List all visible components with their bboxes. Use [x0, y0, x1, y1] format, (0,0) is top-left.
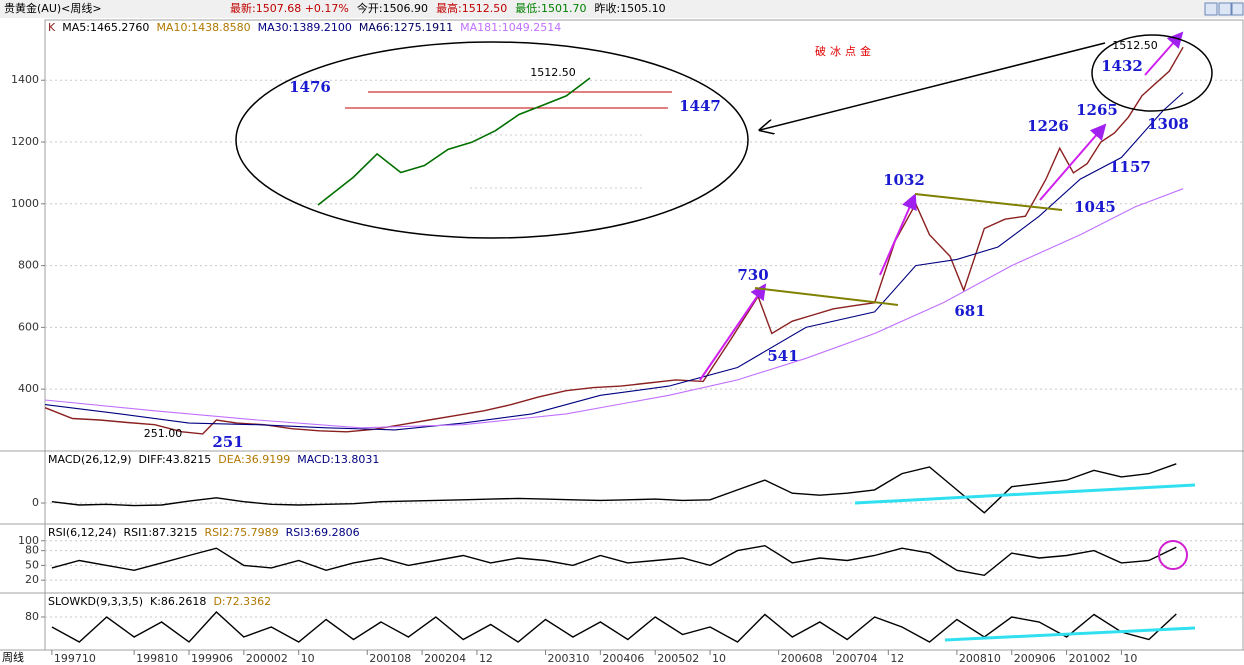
x-tick-label: 199906: [191, 652, 233, 665]
x-tick-label: 10: [1123, 652, 1137, 665]
legend-entry: MA10:1438.8580: [156, 21, 250, 34]
divergence-line: [854, 483, 1196, 505]
chart-title: 破冰点金: [815, 44, 875, 58]
x-tick-label: 200108: [369, 652, 411, 665]
series-line: [44, 188, 1184, 429]
x-tick-label: 201002: [1069, 652, 1111, 665]
y-tick-label: 1400: [11, 73, 39, 86]
series-line: [51, 611, 1177, 643]
x-tick-label: 200310: [548, 652, 590, 665]
annotation: 251: [212, 433, 243, 451]
header-item: 最低:1501.70: [515, 2, 586, 15]
legend-entry: DIFF:43.8215: [139, 453, 212, 466]
annotation: 1265: [1076, 101, 1118, 119]
annotation: 1432: [1101, 57, 1143, 75]
series-line: [51, 544, 1177, 577]
x-tick-label: 12: [890, 652, 904, 665]
legend-entry: SLOWKD(9,3,3,5): [48, 595, 143, 608]
annotation: 541: [767, 347, 798, 365]
y-tick-label: 1200: [11, 135, 39, 148]
annotation: 1045: [1074, 198, 1116, 216]
x-tick-label: 200204: [424, 652, 466, 665]
header-title: 贵黄金(AU)<周线>: [4, 1, 102, 15]
y-tick-label: 50: [25, 558, 39, 571]
x-tick-label: 199810: [136, 652, 178, 665]
y-tick-label: 0: [32, 496, 39, 509]
legend-entry: K:86.2618: [150, 595, 206, 608]
trend-arrow: [699, 283, 767, 381]
y-tick-label: 100: [18, 534, 39, 547]
divergence-line: [944, 626, 1196, 642]
annotation: 1512.50: [1112, 39, 1158, 52]
legend-entry: RSI1:87.3215: [123, 526, 197, 539]
annotation: 730: [737, 266, 768, 284]
resistance-line: [914, 193, 1063, 211]
legend-entry: DEA:36.9199: [218, 453, 290, 466]
y-tick-label: 80: [25, 544, 39, 557]
button-prev[interactable]: [1204, 2, 1218, 16]
series-line: [51, 463, 1177, 514]
x-tick-label: 10: [712, 652, 726, 665]
pointer-arrow: [760, 42, 1106, 130]
top-bar: [0, 0, 1244, 18]
x-tick-label: 200810: [959, 652, 1001, 665]
header-item: 最高:1512.50: [436, 1, 507, 15]
y-tick-label: 600: [18, 320, 39, 333]
annotation: 1476: [289, 78, 331, 96]
legend-entry: RSI3:69.2806: [286, 526, 360, 539]
annotation: 1512.50: [530, 66, 576, 79]
legend-entry: RSI2:75.7989: [205, 526, 279, 539]
annotation: 251.00: [144, 427, 183, 440]
header-item: 今开:1506.90: [357, 1, 428, 15]
legend-entry: RSI(6,12,24): [48, 526, 116, 539]
header-item: 昨收:1505.10: [594, 1, 665, 15]
legend-entry: MA30:1389.2100: [258, 21, 352, 34]
inset-ellipse: [235, 41, 749, 239]
trend-arrow: [879, 193, 917, 276]
legend-entry: MA5:1465.2760: [62, 21, 149, 34]
series-line: [44, 92, 1184, 431]
x-axis-label: 周线: [2, 650, 24, 664]
legend-entry: K: [48, 21, 56, 34]
annotation: 1157: [1109, 158, 1151, 176]
window-buttons[interactable]: [1204, 2, 1244, 16]
legend-entry: MA181:1049.2514: [460, 21, 561, 34]
y-tick-label: 1000: [11, 197, 39, 210]
x-tick-label: 200002: [246, 652, 288, 665]
x-tick-label: 200406: [602, 652, 644, 665]
button-close[interactable]: [1231, 2, 1244, 16]
legend-entry: MACD:13.8031: [297, 453, 379, 466]
annotation: 1226: [1027, 117, 1069, 135]
y-tick-label: 400: [18, 382, 39, 395]
legend-entry: MACD(26,12,9): [48, 453, 132, 466]
focus-ellipse: [1091, 34, 1213, 112]
x-tick-label: 12: [479, 652, 493, 665]
annotation: 1308: [1147, 115, 1189, 133]
trend-arrow: [1144, 31, 1184, 76]
resistance-line: [754, 287, 899, 306]
annotation: 1447: [679, 97, 721, 115]
x-tick-label: 200502: [657, 652, 699, 665]
annotation: 1032: [883, 171, 925, 189]
x-tick-label: 200906: [1014, 652, 1056, 665]
inset-line: [317, 77, 591, 206]
x-tick-label: 200704: [835, 652, 877, 665]
annotation: 681: [954, 302, 985, 320]
header-item: 最新:1507.68 +0.17%: [230, 1, 349, 15]
legend-entry: D:72.3362: [213, 595, 271, 608]
x-tick-label: 200608: [781, 652, 823, 665]
y-tick-label: 800: [18, 259, 39, 272]
y-tick-label: 80: [25, 610, 39, 623]
x-tick-label: 10: [301, 652, 315, 665]
trend-arrow: [1039, 123, 1107, 201]
button-next[interactable]: [1218, 2, 1232, 16]
highlight-circle: [1158, 540, 1188, 570]
y-tick-label: 20: [25, 573, 39, 586]
legend-entry: MA66:1275.1911: [359, 21, 453, 34]
x-tick-label: 199710: [54, 652, 96, 665]
